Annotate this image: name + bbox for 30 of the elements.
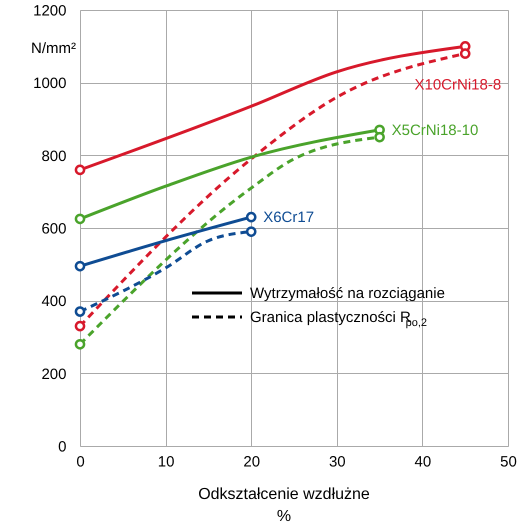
- series-label: X6Cr17: [263, 209, 314, 226]
- series-label: X10CrNi18-8: [414, 76, 502, 94]
- point: [74, 260, 86, 272]
- point: [74, 320, 86, 332]
- x-tick-label: 30: [328, 454, 346, 470]
- point: [460, 48, 471, 59]
- series-label: X5CrNi18-10: [392, 122, 478, 139]
- y-tick-label: 1200: [33, 2, 66, 20]
- point: [74, 338, 86, 350]
- y-tick-label: 800: [41, 148, 66, 165]
- point: [74, 164, 86, 176]
- y-tick-label: 200: [41, 366, 66, 383]
- y-tick-label: 1000: [33, 75, 66, 92]
- annotation: Wytrzymałość na rozciąganie: [250, 285, 445, 302]
- point: [246, 226, 257, 237]
- point: [374, 132, 385, 142]
- point: [246, 212, 257, 222]
- y-axis-title: N/mm²: [31, 40, 76, 57]
- y-tick-label: 0: [58, 438, 66, 456]
- x-tick-label: 40: [414, 454, 432, 470]
- x-tick-label: 10: [158, 454, 174, 470]
- x-tick-label: 50: [500, 454, 517, 470]
- point: [74, 214, 86, 224]
- y-tick-label: 400: [41, 293, 66, 310]
- x-tick-label: 20: [243, 454, 260, 470]
- y-tick-label: 600: [41, 220, 66, 238]
- point: [74, 306, 86, 317]
- x-axis-title: Odkształcenie wzdłużne %: [198, 486, 370, 525]
- annotation: Granica plastyczności Rpo,2: [250, 309, 428, 329]
- x-tick-label: 0: [76, 454, 85, 470]
